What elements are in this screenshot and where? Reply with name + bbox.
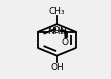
Text: O: O <box>62 38 69 47</box>
Text: CH₃: CH₃ <box>49 7 65 16</box>
Text: N: N <box>59 27 65 36</box>
Text: OH: OH <box>50 63 64 72</box>
Text: NH₂: NH₂ <box>47 27 64 36</box>
Text: O: O <box>52 26 59 35</box>
